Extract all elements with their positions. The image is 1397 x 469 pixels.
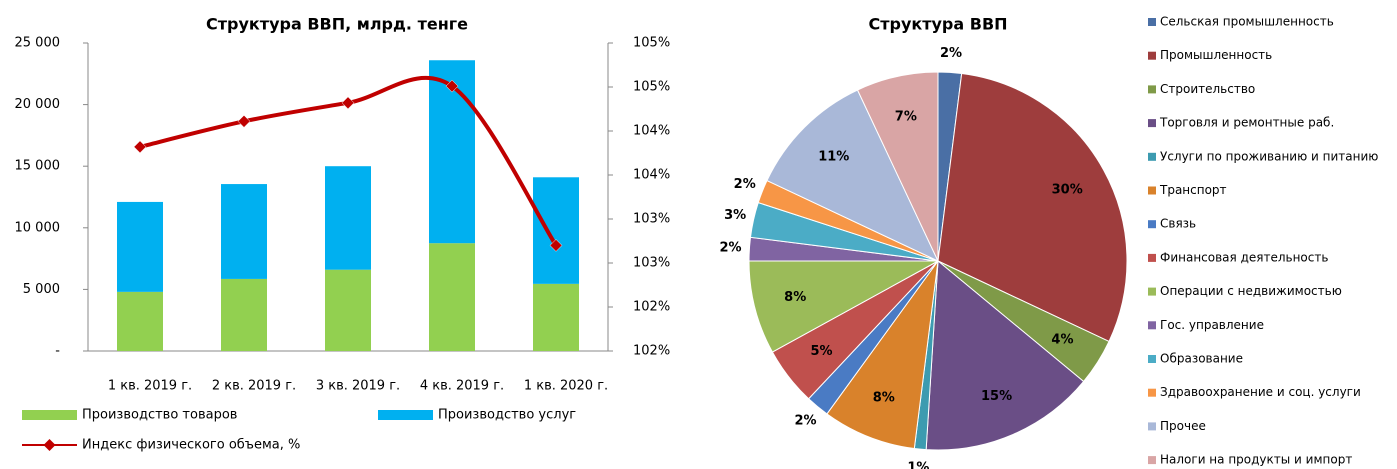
legend-label: Производство услуг (438, 408, 576, 423)
legend-marker (43, 439, 56, 451)
legend-label: Гос. управление (1160, 318, 1264, 332)
data-label: 8% (873, 391, 895, 406)
bar (429, 243, 475, 351)
data-label: 2% (719, 240, 741, 255)
x-tick-label: 3 кв. 2019 г. (316, 379, 400, 394)
legend-swatch (1148, 18, 1156, 26)
legend-label: Прочее (1160, 419, 1206, 433)
legend-label: Промышленность (1160, 48, 1272, 62)
bar (221, 184, 267, 279)
legend-swatch (378, 410, 433, 420)
y2-tick-label: 104% (633, 168, 670, 183)
legend-swatch (1148, 186, 1156, 195)
pie-slice (766, 89, 940, 263)
y2-tick-label: 102% (633, 344, 670, 359)
chart-title: Структура ВВП, млрд. тенге (206, 15, 468, 34)
y2-tick-label: 104% (633, 124, 670, 139)
pie-slice (856, 71, 939, 262)
legend-swatch (1148, 287, 1156, 296)
legend-label: Строительство (1160, 82, 1255, 96)
marker (133, 140, 147, 154)
legend-swatch (1148, 321, 1156, 330)
legend-swatch (1148, 388, 1156, 397)
marker (237, 114, 251, 128)
y-tick-label: - (55, 344, 60, 359)
legend-label: Торговля и ремонтные раб. (1159, 116, 1334, 130)
marker (445, 79, 459, 93)
y2-tick-label: 103% (633, 256, 670, 271)
legend-label: Производство товаров (82, 408, 237, 423)
pie-slice (925, 259, 1085, 451)
x-tick-label: 4 кв. 2019 г. (420, 379, 504, 394)
legend-swatch (1148, 85, 1156, 94)
bar (117, 201, 163, 292)
bar (117, 291, 163, 351)
pie-slice (826, 260, 939, 450)
data-label: 7% (895, 110, 917, 125)
bar (221, 278, 267, 351)
bar (533, 177, 579, 284)
y-tick-label: 25 000 (15, 36, 61, 51)
legend-swatch (1148, 220, 1156, 229)
legend-swatch (1148, 456, 1156, 465)
bar (325, 269, 371, 351)
y2-tick-label: 103% (633, 212, 670, 227)
chart-title: Структура ВВП (868, 15, 1007, 34)
bar (325, 166, 371, 270)
legend-swatch (22, 410, 77, 420)
x-tick-label: 1 кв. 2020 г. (524, 379, 608, 394)
legend-label: Финансовая деятельность (1160, 250, 1328, 264)
legend-label: Услуги по проживанию и питанию (1160, 149, 1378, 163)
y2-tick-label: 105% (633, 80, 670, 95)
data-label: 30% (1052, 182, 1083, 197)
bar (533, 283, 579, 351)
legend-label: Связь (1160, 217, 1196, 231)
legend-swatch (1148, 152, 1156, 161)
legend-label: Налоги на продукты и импорт (1160, 453, 1352, 467)
pie-slice (748, 260, 939, 353)
legend-label: Образование (1160, 352, 1243, 366)
y2-tick-label: 105% (633, 36, 670, 51)
legend-swatch (1148, 51, 1156, 60)
x-tick-label: 1 кв. 2019 г. (108, 379, 192, 394)
data-label: 4% (1051, 332, 1073, 347)
legend-label: Транспорт (1159, 183, 1227, 197)
y-tick-label: 15 000 (15, 159, 61, 174)
y-tick-label: 20 000 (15, 97, 61, 112)
data-label: 5% (810, 344, 832, 359)
legend-label: Операции с недвижимостью (1160, 284, 1342, 298)
legend-label: Индекс физического объема, % (82, 438, 300, 453)
data-label: 2% (940, 46, 962, 61)
y-tick-label: 5 000 (23, 282, 60, 297)
legend-label: Здравоохранение и соц. услуги (1160, 385, 1361, 399)
data-label: 2% (734, 177, 756, 192)
line (139, 75, 558, 247)
legend-swatch (1148, 422, 1156, 431)
x-tick-label: 2 кв. 2019 г. (212, 379, 296, 394)
marker (549, 239, 563, 252)
pie-slice (937, 72, 1128, 343)
y-tick-label: 10 000 (15, 220, 61, 235)
data-label: 8% (784, 290, 806, 305)
legend-swatch (1148, 119, 1156, 128)
legend-label: Сельская промышленность (1160, 15, 1334, 29)
data-label: 15% (981, 389, 1012, 404)
data-label: 2% (794, 414, 816, 429)
data-label: 11% (818, 149, 849, 164)
marker (341, 96, 355, 110)
legend-swatch (1148, 253, 1156, 262)
y2-tick-label: 102% (633, 300, 670, 315)
legend-swatch (1148, 355, 1156, 363)
data-label: 1% (907, 460, 929, 469)
data-label: 3% (724, 208, 746, 223)
